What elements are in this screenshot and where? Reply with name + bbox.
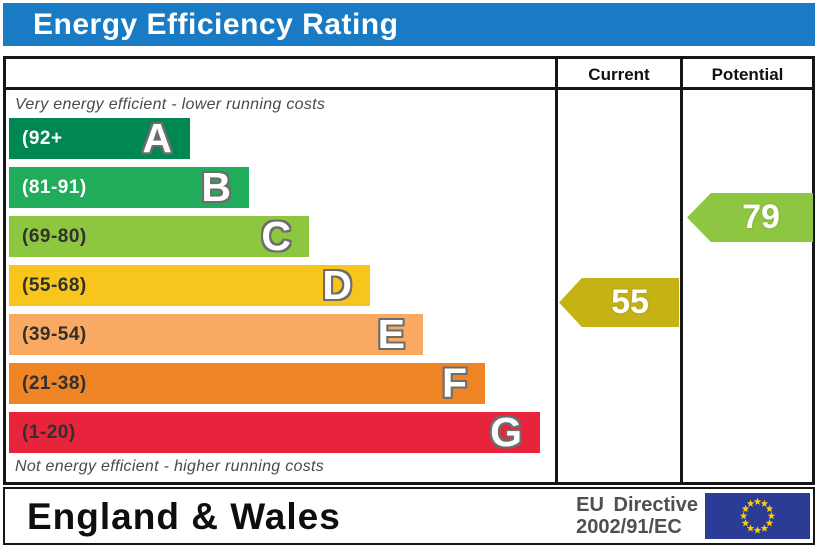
eu-directive-line1: EU Directive xyxy=(576,494,698,516)
current-value: 55 xyxy=(611,283,649,321)
table-header-row xyxy=(6,59,812,90)
band-letter: C xyxy=(261,213,291,259)
region-label: England & Wales xyxy=(27,496,341,537)
band-row-D: (55-68) D xyxy=(9,265,370,306)
potential-value: 79 xyxy=(742,198,780,236)
band-row-B: (81-91) B xyxy=(9,167,249,208)
caption-very-efficient: Very energy efficient - lower running co… xyxy=(15,96,326,113)
band-letter: D xyxy=(322,262,352,308)
eu-directive-line2: 2002/91/EC xyxy=(576,516,682,538)
column-divider-potential xyxy=(680,59,683,482)
band-range-label: (92+ xyxy=(22,127,63,149)
band-range-label: (1-20) xyxy=(22,421,76,443)
band-range-label: (21-38) xyxy=(22,372,87,394)
title-bar: Energy Efficiency Rating xyxy=(3,3,815,46)
band-letter: F xyxy=(441,360,467,406)
band-range-label: (39-54) xyxy=(22,323,87,345)
band-row-E: (39-54) E xyxy=(9,314,423,355)
band-range-label: (55-68) xyxy=(22,274,87,296)
eu-flag-icon xyxy=(705,493,810,539)
band-letter: A xyxy=(142,115,172,161)
eu-directive-label: EU Directive 2002/91/EC xyxy=(576,494,698,538)
current-arrow: 55 xyxy=(559,278,679,327)
page-title: Energy Efficiency Rating xyxy=(33,7,399,41)
footer-bar: England & Wales EU Directive 2002/91/EC xyxy=(3,487,815,545)
potential-column-header: Potential xyxy=(711,65,784,84)
potential-arrow: 79 xyxy=(687,193,813,242)
band-letter: E xyxy=(377,311,405,357)
band-range-label: (69-80) xyxy=(22,225,87,247)
current-column-header: Current xyxy=(588,65,650,84)
rating-chart: Current Potential Very energy efficient … xyxy=(3,56,815,485)
caption-not-efficient: Not energy efficient - higher running co… xyxy=(15,458,325,475)
band-letter: B xyxy=(201,164,231,210)
band-letter: G xyxy=(490,409,522,455)
band-row-F: (21-38) F xyxy=(9,363,485,404)
band-row-A: (92+ A xyxy=(9,118,190,159)
band-range-label: (81-91) xyxy=(22,176,87,198)
band-row-G: (1-20) G xyxy=(9,412,540,453)
column-divider-current xyxy=(555,59,558,482)
band-row-C: (69-80) C xyxy=(9,216,309,257)
